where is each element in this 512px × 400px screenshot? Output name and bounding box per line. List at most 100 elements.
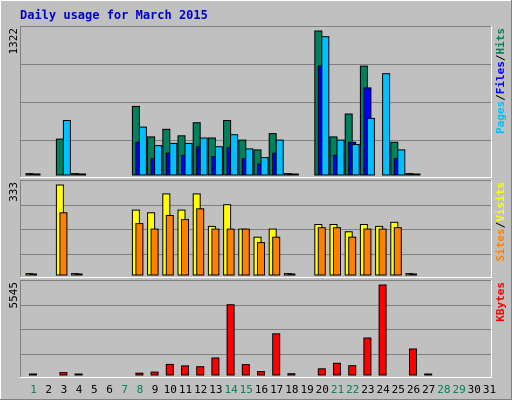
panel-max-label: 333	[7, 182, 20, 202]
bar-kbytes-day-14	[226, 304, 235, 376]
bar-pages-day-11	[184, 142, 193, 176]
series-kbytes	[29, 284, 433, 376]
bar-sites-day-24	[378, 228, 387, 276]
bar-kbytes-day-4	[74, 373, 83, 376]
x-tick-label: 2	[45, 383, 52, 396]
bar-pages-day-16	[260, 157, 269, 176]
legend-entry: /	[494, 94, 507, 101]
bar-kbytes-day-17	[272, 333, 281, 376]
x-tick-label: 11	[179, 383, 192, 396]
bar-pages-day-24	[382, 73, 391, 176]
x-tick-label: 27	[422, 383, 435, 396]
bar-pages-day-9	[154, 145, 163, 176]
legend-entry: Sites	[494, 228, 507, 261]
panel-legend: KBytes	[494, 282, 507, 322]
bar-sites-day-11	[181, 219, 189, 276]
x-tick-label: 26	[407, 383, 420, 396]
bar-pages-day-13	[214, 146, 223, 176]
bar-sites-day-25	[393, 227, 402, 276]
legend-entry: Files	[494, 61, 507, 94]
bar-sites-day-21	[333, 227, 341, 276]
bar-kbytes-day-23	[363, 337, 372, 376]
bar-kbytes-day-8	[135, 372, 144, 376]
x-tick-label: 30	[468, 383, 481, 396]
legend-entry: Visits	[494, 182, 507, 222]
x-tick-label: 7	[121, 383, 128, 396]
bar-sites-day-10	[165, 215, 174, 276]
x-tick-label: 9	[152, 383, 159, 396]
bar-kbytes-day-27	[424, 373, 433, 376]
x-tick-label: 19	[300, 383, 313, 396]
bar-sites-day-17	[272, 236, 281, 276]
bar-pages-day-8	[138, 126, 147, 176]
panel-legend: Sites/Visits	[494, 182, 507, 262]
bar-sites-day-14	[226, 228, 235, 276]
bar-pages-day-10	[169, 142, 178, 176]
panel-max-label: 1322	[7, 28, 20, 55]
bar-sites-day-1	[29, 273, 37, 276]
bar-kbytes-day-13	[211, 357, 220, 376]
bar-kbytes-day-18	[287, 373, 296, 376]
series-sites	[29, 208, 417, 276]
bar-pages-day-17	[275, 139, 284, 176]
bar-sites-day-26	[409, 273, 417, 276]
bar-kbytes-day-3	[59, 372, 68, 376]
bar-pages-day-4	[78, 173, 87, 176]
bar-pages-day-12	[199, 137, 208, 176]
bar-sites-day-9	[150, 228, 159, 276]
panel-kbytes: 5545 KBytes	[7, 280, 507, 378]
x-tick-label: 13	[209, 383, 222, 396]
bar-kbytes-day-24	[378, 284, 387, 376]
panel-legend: Pages/Files/Hits	[494, 28, 507, 134]
legend-entry: KBytes	[494, 282, 507, 322]
bar-sites-day-23	[363, 228, 372, 276]
bar-sites-day-22	[348, 236, 357, 276]
bar-kbytes-day-15	[241, 364, 250, 376]
series-pages	[32, 36, 421, 176]
bar-sites-day-13	[211, 228, 220, 276]
bar-pages-day-3	[62, 120, 71, 176]
bar-kbytes-day-22	[348, 365, 357, 376]
bar-sites-day-3	[59, 212, 68, 276]
bar-pages-day-21	[336, 139, 345, 176]
x-tick-label: 29	[452, 383, 465, 396]
x-tick-label: 21	[331, 383, 344, 396]
x-tick-label: 17	[270, 383, 283, 396]
bar-kbytes-day-11	[181, 365, 189, 376]
bar-kbytes-day-26	[409, 348, 417, 376]
bar-kbytes-day-1	[29, 373, 37, 376]
x-tick-label: 8	[137, 383, 144, 396]
bar-pages-day-15	[245, 148, 254, 176]
x-tick-label: 22	[346, 383, 359, 396]
x-tick-label: 16	[255, 383, 268, 396]
x-tick-label: 18	[285, 383, 298, 396]
x-tick-label: 1	[30, 383, 37, 396]
x-tick-label: 5	[91, 383, 98, 396]
x-tick-label: 6	[106, 383, 113, 396]
x-tick-label: 20	[316, 383, 329, 396]
bar-pages-day-26	[412, 173, 421, 176]
panel-visits-sites: 333 Sites/Visits	[7, 180, 507, 278]
legend-entry: /	[494, 54, 507, 61]
x-tick-label: 10	[164, 383, 177, 396]
x-tick-label: 3	[61, 383, 68, 396]
bar-kbytes-day-16	[257, 371, 265, 376]
x-axis: 1 2 3 4 5 6 7 8 9 10 11 12 13 14 15 16 17 18 19 20 21 22 23 24 2…	[30, 383, 496, 396]
x-tick-label: 15	[240, 383, 253, 396]
bar-kbytes-day-21	[333, 362, 341, 376]
bar-pages-day-1	[32, 173, 41, 176]
bar-hits-day-3	[55, 138, 64, 176]
x-tick-label: 25	[392, 383, 405, 396]
panel-max-label: 5545	[7, 282, 20, 309]
bar-kbytes-day-20	[317, 368, 326, 376]
legend-entry: Pages	[494, 101, 507, 134]
bar-kbytes-day-12	[196, 366, 205, 376]
bar-kbytes-day-10	[165, 363, 174, 376]
bar-sites-day-18	[287, 273, 296, 276]
bar-sites-day-4	[74, 273, 83, 276]
legend-entry: Hits	[494, 28, 507, 55]
x-tick-label: 23	[361, 383, 374, 396]
